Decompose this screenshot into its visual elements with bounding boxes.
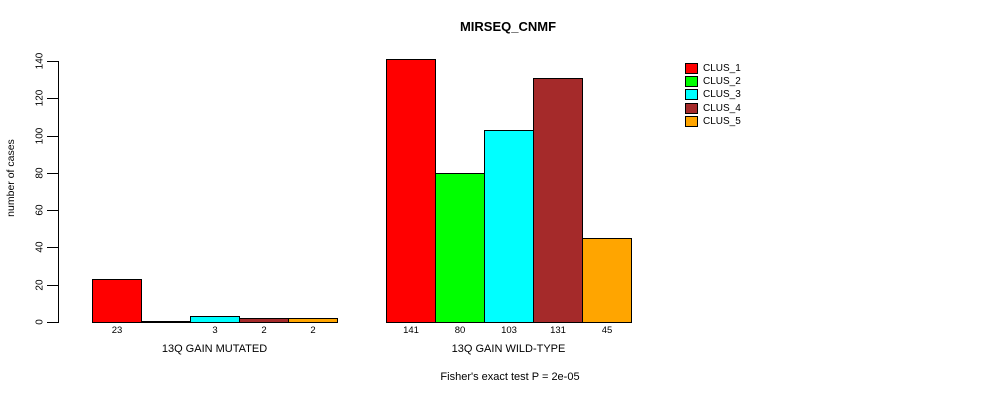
y-axis-tick (47, 61, 58, 62)
fisher-test-annotation: Fisher's exact test P = 2e-05 (440, 371, 580, 383)
bar (239, 318, 289, 323)
legend-label: CLUS_2 (703, 76, 741, 88)
legend-swatch (685, 115, 698, 127)
bar (386, 59, 436, 323)
legend-swatch (685, 63, 698, 75)
y-axis-tick (47, 210, 58, 211)
legend-label: CLUS_5 (703, 115, 741, 127)
y-axis-tick (47, 285, 58, 286)
bar (484, 130, 534, 323)
y-axis-line (58, 61, 59, 323)
legend-item: CLUS_1 (685, 62, 741, 75)
y-axis-tick-label: 40 (34, 241, 46, 253)
bar-value-label: 103 (501, 325, 517, 336)
legend: CLUS_1 CLUS_2 CLUS_3 CLUS_4 CLUS_5 (685, 62, 741, 128)
bar (582, 238, 632, 323)
bar-value-label: 45 (601, 325, 613, 336)
y-axis-tick-label: 20 (34, 279, 46, 291)
legend-swatch (685, 102, 698, 114)
group-label: 13Q GAIN WILD-TYPE (451, 343, 566, 355)
legend-swatch (685, 89, 698, 101)
bar-value-label: 3 (212, 325, 218, 336)
y-axis-label: number of cases (5, 139, 17, 217)
y-axis-tick-label: 120 (34, 89, 46, 107)
y-axis-tick-label: 0 (34, 319, 46, 325)
y-axis-tick-label: 80 (34, 167, 46, 179)
legend-swatch (685, 76, 698, 88)
y-axis-tick-label: 100 (34, 127, 46, 145)
bar-value-label: 2 (310, 325, 316, 336)
y-axis-tick (47, 247, 58, 248)
y-axis-tick (47, 136, 58, 137)
y-axis-tick (47, 173, 58, 174)
legend-item: CLUS_3 (685, 88, 741, 101)
y-axis-tick (47, 98, 58, 99)
legend-item: CLUS_5 (685, 115, 741, 128)
y-axis-tick (47, 322, 58, 323)
legend-label: CLUS_4 (703, 102, 741, 114)
bar-value-label: 23 (111, 325, 123, 336)
y-axis-tick-label: 140 (34, 52, 46, 70)
legend-item: CLUS_2 (685, 75, 741, 88)
chart-title: MIRSEQ_CNMF (459, 19, 557, 34)
bar-value-label: 131 (550, 325, 566, 336)
bar (533, 78, 583, 323)
legend-label: CLUS_1 (703, 63, 741, 75)
bar-value-label: 141 (403, 325, 419, 336)
bar-value-label: 2 (261, 325, 267, 336)
y-axis-tick-label: 60 (34, 204, 46, 216)
bar-value-label: 80 (454, 325, 466, 336)
group-label: 13Q GAIN MUTATED (161, 343, 268, 355)
bar (92, 279, 142, 323)
bar (435, 173, 485, 323)
legend-item: CLUS_4 (685, 102, 741, 115)
bar (141, 321, 191, 323)
bar (288, 318, 338, 323)
legend-label: CLUS_3 (703, 89, 741, 101)
bar (190, 316, 240, 323)
